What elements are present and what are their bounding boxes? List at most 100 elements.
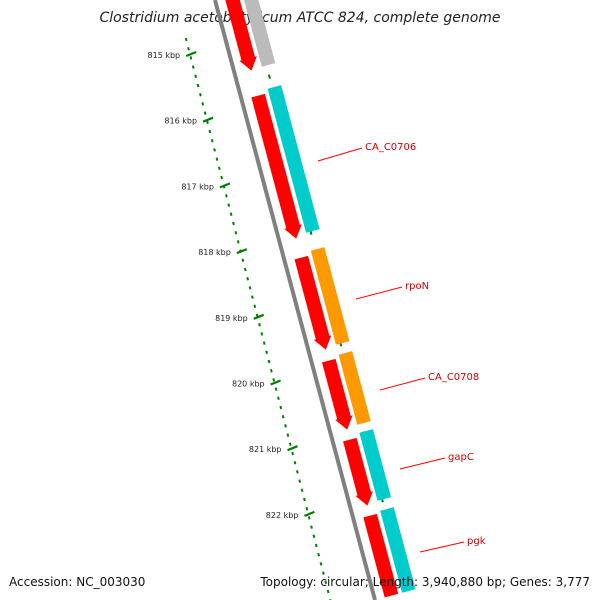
ruler-minor-tick: [206, 120, 209, 125]
cds-feature: [243, 0, 276, 67]
ruler-minor-tick: [203, 111, 207, 115]
ruler-minor-tick: [291, 451, 294, 456]
gene-label-leader: [317, 147, 363, 162]
ruler-minor-tick: [243, 267, 247, 272]
map-title: Clostridium acetobutylicum ATCC 824, com…: [99, 10, 501, 26]
ruler-minor-tick: [187, 46, 190, 51]
ruler-major-tick: [270, 379, 282, 386]
ruler-minor-tick: [253, 304, 257, 309]
ruler-minor-tick: [225, 194, 228, 198]
ruler-minor-tick: [194, 74, 198, 79]
ruler-minor-tick: [260, 332, 264, 336]
gene-label: pgk: [467, 536, 486, 547]
cds-feature: [267, 85, 320, 233]
ruler-major-tick: [287, 445, 298, 452]
gene-label-leader: [355, 286, 403, 300]
ruler-minor-tick: [220, 175, 224, 180]
ruler-minor-tick: [317, 552, 321, 557]
ruler-minor-tick: [279, 405, 283, 410]
genome-summary: Topology: circular; Length: 3,940,880 bp…: [260, 575, 590, 589]
ruler-minor-tick: [213, 148, 216, 152]
ruler-minor-tick: [196, 83, 200, 88]
ruler-minor-tick: [303, 497, 306, 502]
ruler-minor-tick: [267, 359, 271, 364]
ruler-minor-tick: [269, 368, 273, 373]
ruler-tick-label: 820 kbp: [232, 380, 265, 389]
ruler-minor-tick: [184, 37, 188, 42]
ruler-minor-tick: [210, 138, 214, 143]
ruler-tick-label: 822 kbp: [266, 511, 299, 520]
ruler-minor-tick: [241, 258, 245, 263]
ruler-minor-tick: [314, 543, 318, 548]
ruler-minor-tick: [198, 92, 202, 97]
scale-tick: [267, 74, 271, 79]
ruler-minor-tick: [298, 479, 302, 483]
ruler-minor-tick: [262, 341, 266, 345]
ruler-minor-tick: [277, 396, 280, 401]
cds-feature: [310, 247, 350, 345]
accession-text: Accession: NC_003030: [9, 575, 146, 589]
ruler-minor-tick: [295, 470, 299, 474]
ruler-minor-tick: [312, 534, 316, 539]
ruler-minor-tick: [246, 276, 250, 281]
ruler-minor-tick: [248, 286, 252, 290]
forward-gene: [343, 437, 373, 506]
ruler-minor-tick: [227, 203, 231, 207]
ruler-major-tick: [202, 116, 214, 123]
ruler-minor-tick: [189, 56, 193, 60]
ruler-minor-tick: [232, 221, 235, 226]
ruler-minor-tick: [288, 442, 292, 447]
ruler-major-tick: [236, 248, 248, 255]
ruler-tick-label: 817 kbp: [181, 182, 214, 191]
gene-label-layer: CA_C0706 rpoN CA_C0708 gapC pgk: [317, 142, 486, 553]
ruler-minor-tick: [281, 414, 285, 419]
gene-track: [225, 0, 416, 598]
ruler-minor-tick: [258, 322, 261, 327]
ruler-minor-tick: [208, 129, 212, 134]
ruler-minor-tick: [234, 230, 238, 235]
forward-gene: [294, 255, 332, 350]
gene-label: CA_C0706: [365, 142, 416, 153]
ruler-minor-tick: [319, 562, 323, 566]
ruler-minor-tick: [236, 240, 240, 244]
ruler-major-tick: [253, 313, 265, 320]
ruler-minor-tick: [326, 589, 330, 594]
ruler-major-tick: [219, 182, 231, 189]
ruler-minor-tick: [322, 571, 325, 575]
gene-label-leader: [399, 457, 446, 470]
ruler-minor-tick: [191, 65, 195, 69]
forward-gene: [363, 513, 399, 598]
ruler-minor-tick: [286, 433, 290, 437]
ruler-tick-label: 819 kbp: [215, 314, 248, 323]
ruler-minor-tick: [310, 525, 313, 529]
gene-label: rpoN: [405, 281, 429, 292]
cds-feature: [380, 507, 416, 593]
ruler-tick-label: 815 kbp: [148, 51, 181, 60]
forward-gene: [321, 358, 353, 430]
ruler-minor-tick: [305, 506, 309, 511]
gene-label: gapC: [448, 452, 474, 463]
gene-label-leader: [419, 541, 465, 553]
ruler-minor-tick: [251, 295, 254, 299]
ruler-minor-tick: [293, 460, 297, 465]
ruler-major-tick: [303, 510, 315, 517]
gene-label: CA_C0708: [428, 372, 479, 383]
ruler-minor-tick: [229, 212, 233, 217]
ruler-tick-label: 818 kbp: [198, 248, 231, 257]
genome-backbone: [213, 0, 377, 600]
cds-feature: [359, 429, 392, 501]
cds-feature: [338, 351, 371, 425]
ruler-tick-label: 821 kbp: [249, 445, 282, 454]
forward-gene: [225, 0, 257, 71]
ruler-minor-tick: [265, 350, 268, 355]
ruler-tick-label: 816 kbp: [164, 117, 197, 126]
ruler-minor-tick: [201, 102, 205, 106]
ruler-minor-tick: [284, 424, 287, 428]
ruler-major-tick: [185, 50, 197, 58]
ruler-minor-tick: [307, 516, 311, 520]
ruler-minor-tick: [324, 580, 328, 585]
ruler-minor-tick: [217, 166, 221, 171]
ruler-minor-tick: [274, 387, 278, 391]
ruler-minor-tick: [215, 157, 219, 161]
